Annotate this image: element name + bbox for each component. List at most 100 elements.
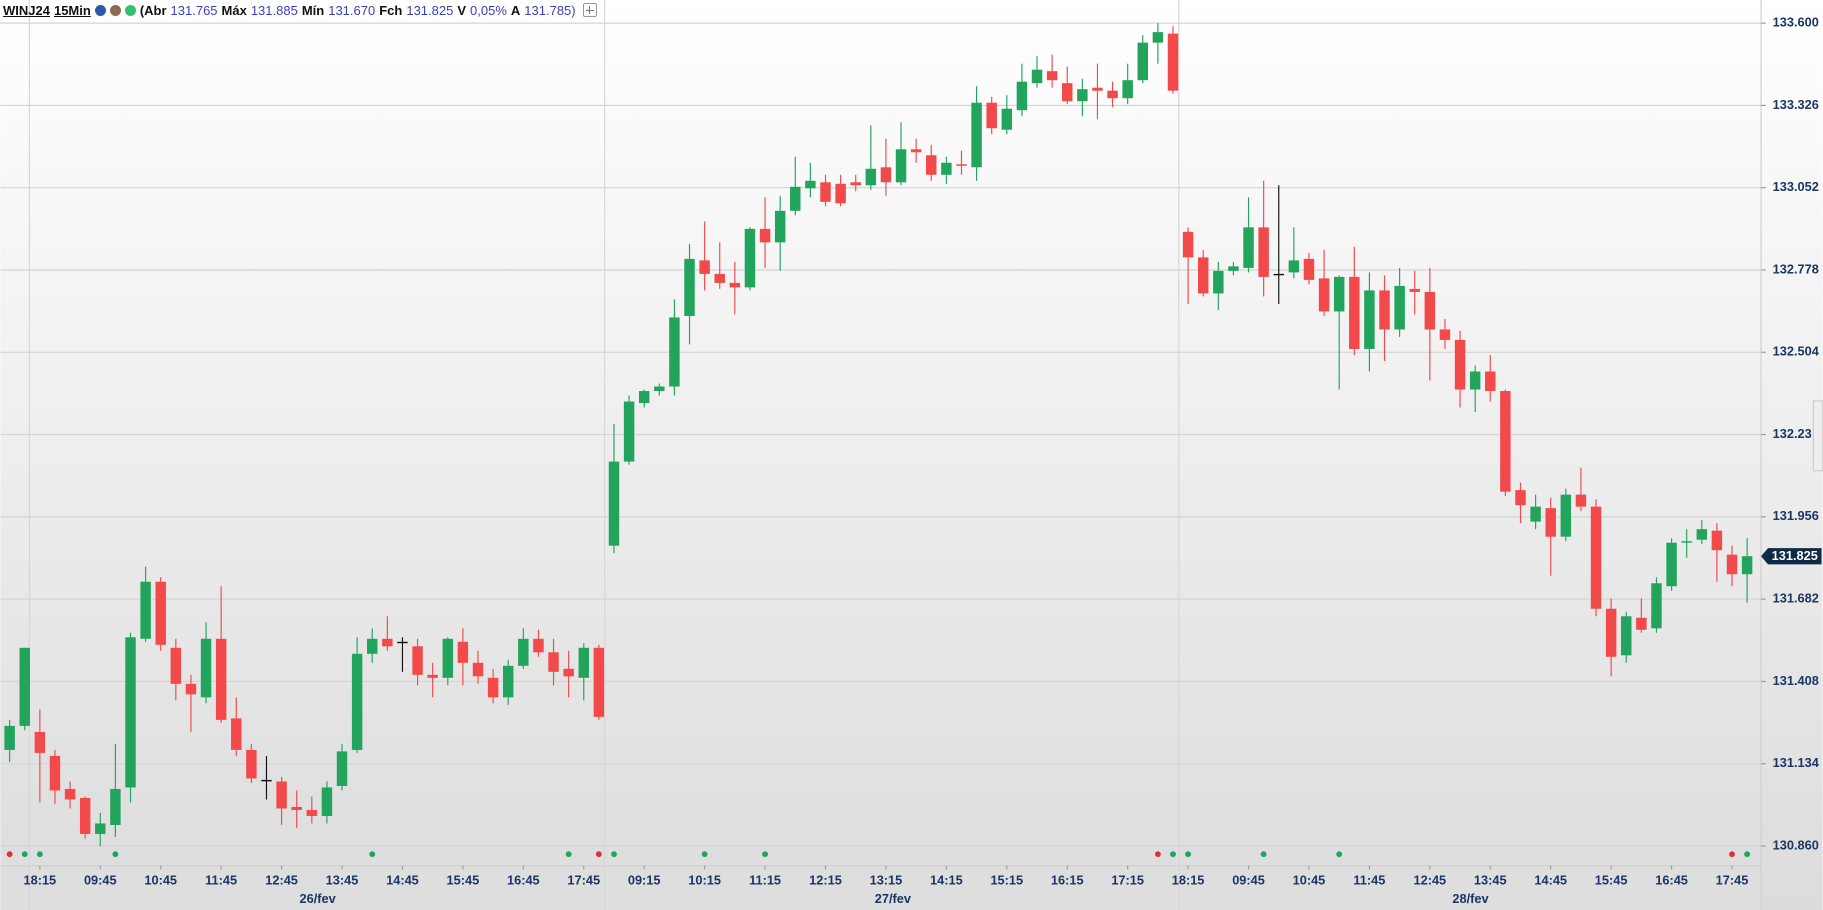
x-tick-label: 12:45 bbox=[1414, 872, 1447, 887]
candle-body bbox=[472, 662, 484, 677]
signal-dot bbox=[1336, 851, 1343, 858]
candle-body bbox=[1636, 617, 1647, 630]
candle-body bbox=[1258, 227, 1269, 277]
x-tick-label: 11:15 bbox=[749, 872, 781, 887]
value: 131.825 bbox=[406, 2, 454, 18]
x-tick-label: 16:15 bbox=[1051, 872, 1084, 887]
y-tick-label: 132.23 bbox=[1773, 426, 1812, 441]
candle-body bbox=[336, 751, 348, 786]
signal-dot bbox=[611, 851, 617, 858]
candle-body bbox=[397, 641, 408, 644]
candle-body bbox=[835, 183, 846, 204]
candle-body bbox=[714, 273, 725, 283]
x-tick-label: 11:45 bbox=[205, 872, 237, 887]
label: Máx bbox=[221, 2, 247, 18]
x-tick-label: 14:45 bbox=[386, 872, 419, 887]
label: (Abr bbox=[139, 2, 167, 18]
signal-dot bbox=[6, 851, 13, 858]
candle-body bbox=[1318, 278, 1330, 312]
candle-body bbox=[759, 228, 771, 243]
candle-body bbox=[382, 638, 393, 647]
x-tick-label: 13:45 bbox=[1474, 872, 1507, 887]
candle-body bbox=[1062, 83, 1073, 102]
candle-body bbox=[926, 155, 937, 175]
candle-body bbox=[1530, 506, 1541, 522]
candle-body bbox=[1137, 42, 1149, 81]
candle-body bbox=[608, 461, 620, 546]
candle-body bbox=[1711, 530, 1723, 551]
x-tick-label: 09:45 bbox=[1232, 872, 1265, 887]
label: Mín bbox=[301, 2, 325, 18]
signal-dot bbox=[36, 851, 43, 858]
icon[interactable] bbox=[124, 4, 136, 16]
candle-body bbox=[1575, 494, 1587, 507]
candle-body bbox=[291, 806, 302, 810]
candle-body bbox=[231, 718, 242, 750]
candle-body bbox=[125, 637, 136, 788]
signal-dot bbox=[1260, 851, 1267, 858]
candle-body bbox=[110, 788, 121, 825]
signal-dot bbox=[1744, 851, 1751, 858]
candle-body bbox=[1394, 285, 1405, 330]
candle-body bbox=[518, 638, 529, 666]
x-tick-label: 14:15 bbox=[930, 872, 963, 887]
candle-body bbox=[744, 228, 756, 288]
x-tick-label: 13:45 bbox=[326, 872, 359, 887]
y-tick-label: 132.778 bbox=[1773, 261, 1819, 276]
icon[interactable] bbox=[109, 4, 121, 16]
candle-body bbox=[246, 749, 257, 779]
candle-body bbox=[1605, 608, 1617, 657]
candle-body bbox=[1167, 33, 1179, 91]
x-tick-label: 16:45 bbox=[507, 872, 540, 887]
candle-body bbox=[1666, 542, 1677, 587]
candle-body bbox=[850, 182, 861, 186]
candle-body bbox=[910, 149, 922, 153]
candle-body bbox=[1016, 81, 1028, 111]
side-handle[interactable] bbox=[1812, 400, 1823, 472]
x-tick-label: 15:15 bbox=[990, 872, 1023, 887]
candle-body bbox=[956, 164, 967, 166]
candle-body bbox=[1409, 288, 1420, 292]
x-tick-label: 13:15 bbox=[870, 872, 903, 887]
interval[interactable]: 15Min bbox=[53, 2, 91, 18]
candle-body bbox=[1364, 290, 1375, 349]
symbol[interactable]: WINJ24 bbox=[3, 2, 50, 18]
candle-body bbox=[351, 653, 363, 750]
candle-body bbox=[895, 149, 907, 183]
y-tick-label: 133.326 bbox=[1773, 97, 1819, 112]
candle-body bbox=[1152, 32, 1164, 43]
candle-body bbox=[502, 665, 514, 698]
label: ) bbox=[571, 2, 576, 18]
candle-body bbox=[1545, 508, 1556, 537]
x-tick-label: 09:15 bbox=[628, 872, 661, 887]
candle-body bbox=[623, 401, 635, 462]
candle-body bbox=[1515, 490, 1526, 506]
candle-body bbox=[1303, 258, 1315, 280]
candle-body bbox=[276, 781, 287, 809]
candle-body bbox=[1197, 257, 1209, 294]
candle-body bbox=[699, 260, 710, 274]
candle-body bbox=[986, 102, 997, 129]
icon[interactable] bbox=[94, 4, 106, 16]
candle-body bbox=[1288, 260, 1300, 273]
candle-body bbox=[140, 581, 151, 639]
candle-body bbox=[1469, 371, 1481, 390]
candle-body bbox=[1228, 266, 1239, 271]
candle-body bbox=[34, 731, 46, 753]
signal-dot bbox=[1729, 851, 1735, 858]
candle-body bbox=[805, 180, 816, 189]
candle-body bbox=[64, 788, 76, 800]
signal-dot bbox=[565, 851, 572, 858]
value: 0,05% bbox=[470, 2, 507, 18]
candle-body bbox=[1379, 290, 1390, 330]
x-tick-label: 18:15 bbox=[1172, 872, 1205, 887]
candle-body bbox=[49, 755, 61, 791]
x-tick-label: 18:15 bbox=[24, 872, 57, 887]
signal-dot bbox=[595, 851, 602, 858]
add-button[interactable] bbox=[582, 3, 597, 17]
price-tag bbox=[1761, 548, 1822, 565]
candle-body bbox=[1182, 231, 1194, 258]
signal-dot bbox=[21, 851, 28, 858]
